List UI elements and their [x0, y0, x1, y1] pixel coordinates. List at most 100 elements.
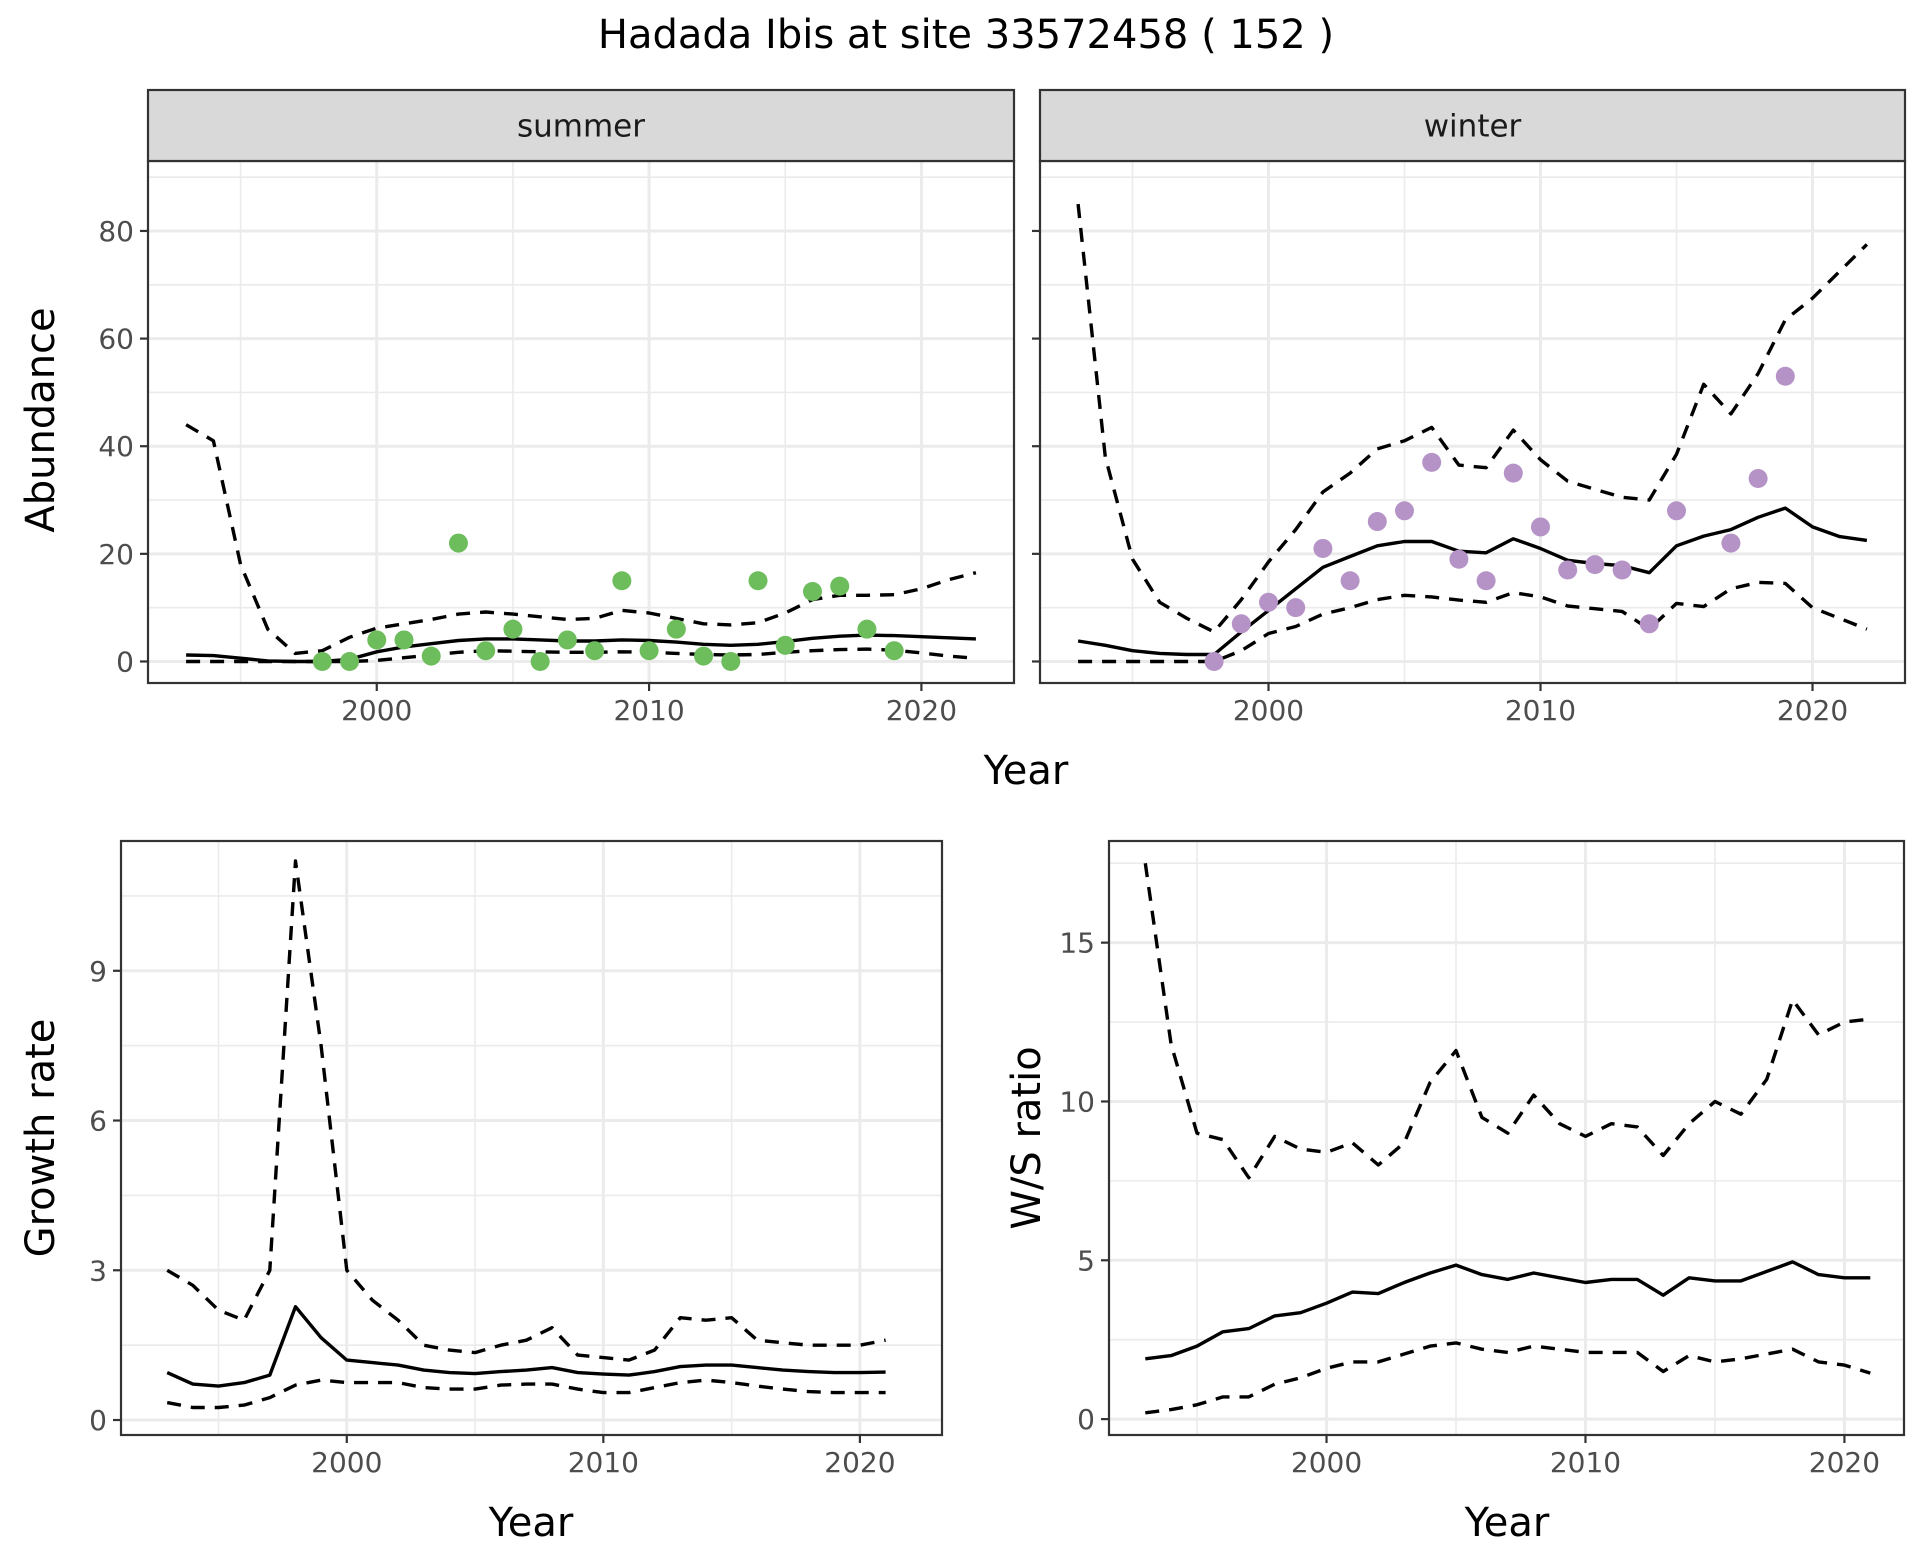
data-point — [340, 651, 360, 671]
series-line-lower — [166, 1378, 886, 1410]
panel-border — [1107, 839, 1906, 1437]
y-axis-title-abundance-label: Abundance — [18, 307, 64, 532]
series-line-upper — [1076, 203, 1869, 634]
plot-background — [1109, 841, 1904, 1435]
y-tick-label: 20 — [98, 538, 134, 571]
x-tick-label: 2020 — [1809, 1446, 1880, 1479]
plot-area — [166, 859, 886, 1410]
facet-strip — [1038, 88, 1907, 163]
data-point — [802, 582, 822, 602]
data-point — [1639, 614, 1659, 634]
x-axis-title-growth: Year — [488, 1500, 574, 1546]
figure-title: Hadada Ibis at site 33572458 ( 152 ) — [598, 12, 1334, 58]
facet-strip-label: summer — [517, 109, 645, 145]
y-tick-label: 60 — [98, 323, 134, 356]
x-tick-label: 2000 — [1233, 694, 1304, 727]
y-tick-label: 0 — [1077, 1403, 1095, 1436]
x-tick-label: 2010 — [568, 1446, 639, 1479]
panel-border — [119, 839, 944, 1437]
plot-background — [1040, 161, 1905, 683]
panel-summer: summer 2000 2010 2020 0 20 40 60 80 — [98, 88, 1016, 727]
data-point — [1612, 560, 1632, 580]
data-point — [1258, 592, 1278, 612]
data-point — [421, 646, 441, 666]
data-point — [1503, 463, 1523, 483]
y-tick-label: 9 — [89, 955, 107, 988]
series-line-upper — [166, 859, 886, 1362]
data-point — [721, 651, 741, 671]
series-line-lower — [1145, 1341, 1871, 1415]
data-point — [367, 630, 387, 650]
y-tick-label: 10 — [1059, 1085, 1095, 1118]
data-point — [857, 619, 877, 639]
data-point — [612, 571, 632, 591]
data-point — [1667, 501, 1687, 521]
y-tick-label: 5 — [1077, 1244, 1095, 1277]
y-axis-title-ws: W/S ratio — [1004, 1046, 1050, 1229]
data-point — [1204, 651, 1224, 671]
y-tick-label: 40 — [98, 430, 134, 463]
data-point — [1449, 549, 1469, 569]
x-tick-label: 2020 — [824, 1446, 895, 1479]
data-point — [1394, 501, 1414, 521]
x-axis-title-ws: Year — [1464, 1500, 1550, 1546]
x-tick-label: 2000 — [1291, 1446, 1362, 1479]
data-point — [1422, 452, 1442, 472]
data-point — [1558, 560, 1578, 580]
y-tick-label: 0 — [89, 1404, 107, 1437]
y-tick-label: 80 — [98, 215, 134, 248]
series-line-upper — [1143, 862, 1871, 1180]
x-tick-label: 2010 — [613, 694, 684, 727]
plot-area — [1076, 203, 1869, 671]
data-point — [775, 635, 795, 655]
data-point — [530, 651, 550, 671]
y-tick-label: 3 — [89, 1254, 107, 1287]
data-point — [1286, 598, 1306, 618]
data-point — [884, 641, 904, 661]
data-point — [830, 576, 850, 596]
facet-strip — [146, 88, 1016, 163]
x-tick-label: 2010 — [1505, 694, 1576, 727]
panel-ws-ratio: 2000 2010 2020 0 5 10 15 — [1059, 839, 1906, 1479]
plot-area — [1143, 862, 1871, 1415]
y-tick-label: 6 — [89, 1105, 107, 1138]
data-point — [585, 641, 605, 661]
panel-growth-rate: 2000 2010 2020 0 3 6 9 — [89, 839, 944, 1479]
data-point — [1340, 571, 1360, 591]
x-tick-label: 2010 — [1550, 1446, 1621, 1479]
data-point — [476, 641, 496, 661]
data-point — [1531, 517, 1551, 537]
data-point — [1231, 614, 1251, 634]
data-point — [1748, 469, 1768, 489]
data-point — [1367, 512, 1387, 532]
data-point — [503, 619, 523, 639]
series-line-upper — [185, 423, 977, 656]
data-point — [1775, 366, 1795, 386]
data-point — [1476, 571, 1496, 591]
data-point — [1313, 538, 1333, 558]
data-point — [639, 641, 659, 661]
x-tick-label: 2000 — [311, 1446, 382, 1479]
plot-background — [121, 841, 942, 1435]
data-point — [666, 619, 686, 639]
data-point — [448, 533, 468, 553]
data-point — [312, 651, 332, 671]
x-axis-title-top: Year — [983, 748, 1069, 794]
x-tick-label: 2000 — [341, 694, 412, 727]
x-tick-label: 2020 — [886, 694, 957, 727]
facet-strip-label: winter — [1424, 109, 1522, 145]
series-line-mean — [1145, 1260, 1871, 1361]
data-point — [1721, 533, 1741, 553]
data-point — [394, 630, 414, 650]
x-tick-label: 2020 — [1777, 694, 1848, 727]
plot-background — [148, 161, 1014, 683]
data-point — [557, 630, 577, 650]
plot-area — [185, 423, 977, 671]
y-tick-label: 15 — [1059, 927, 1095, 960]
series-line-mean — [166, 1304, 886, 1388]
data-point — [694, 646, 714, 666]
y-tick-label: 0 — [116, 645, 134, 678]
y-axis-title-growth: Growth rate — [18, 1019, 64, 1258]
panel-winter: winter 2000 2010 2020 — [1032, 88, 1907, 727]
